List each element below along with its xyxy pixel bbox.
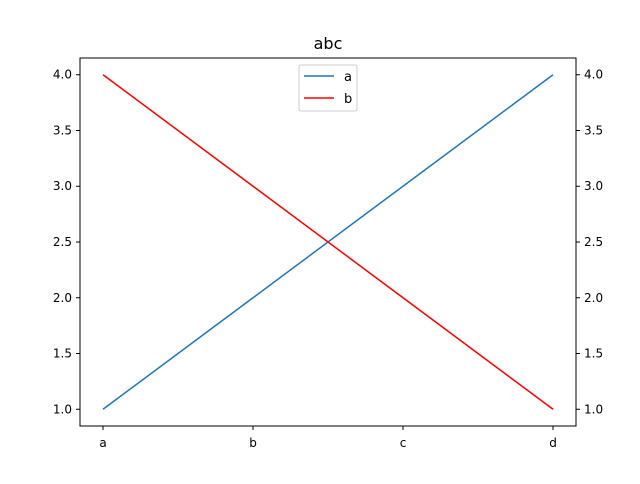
legend-label-a: a xyxy=(344,70,352,85)
y-tick-label-right-1.0: 1.0 xyxy=(584,402,603,416)
y-tick-label-left-4.0: 4.0 xyxy=(53,68,72,82)
y-tick-label-left-3.0: 3.0 xyxy=(53,179,72,193)
x-tick-label-c: c xyxy=(400,436,407,450)
y-axis-left: 1.0 1.5 2.0 2.5 3.0 3.5 4.0 xyxy=(53,68,80,416)
x-tick-label-b: b xyxy=(249,436,257,450)
y-axis-right: 1.0 1.5 2.0 2.5 3.0 3.5 4.0 xyxy=(576,68,603,416)
y-tick-label-left-1.0: 1.0 xyxy=(53,402,72,416)
chart-title: abc xyxy=(314,34,343,53)
y-tick-label-left-1.5: 1.5 xyxy=(53,347,72,361)
x-tick-label-a: a xyxy=(99,436,106,450)
x-tick-label-d: d xyxy=(549,436,557,450)
y-tick-label-left-2.0: 2.0 xyxy=(53,291,72,305)
x-axis: a b c d xyxy=(99,426,557,450)
legend: a b xyxy=(298,64,358,112)
y-tick-label-right-3.5: 3.5 xyxy=(584,123,603,137)
y-tick-label-right-3.0: 3.0 xyxy=(584,179,603,193)
series-line-b xyxy=(102,74,554,410)
legend-label-b: b xyxy=(344,92,352,107)
series-layer xyxy=(102,74,554,410)
y-tick-label-right-4.0: 4.0 xyxy=(584,68,603,82)
y-tick-label-right-2.0: 2.0 xyxy=(584,291,603,305)
y-tick-label-left-3.5: 3.5 xyxy=(53,123,72,137)
y-tick-label-right-2.5: 2.5 xyxy=(584,235,603,249)
y-tick-label-left-2.5: 2.5 xyxy=(53,235,72,249)
y-tick-label-right-1.5: 1.5 xyxy=(584,347,603,361)
